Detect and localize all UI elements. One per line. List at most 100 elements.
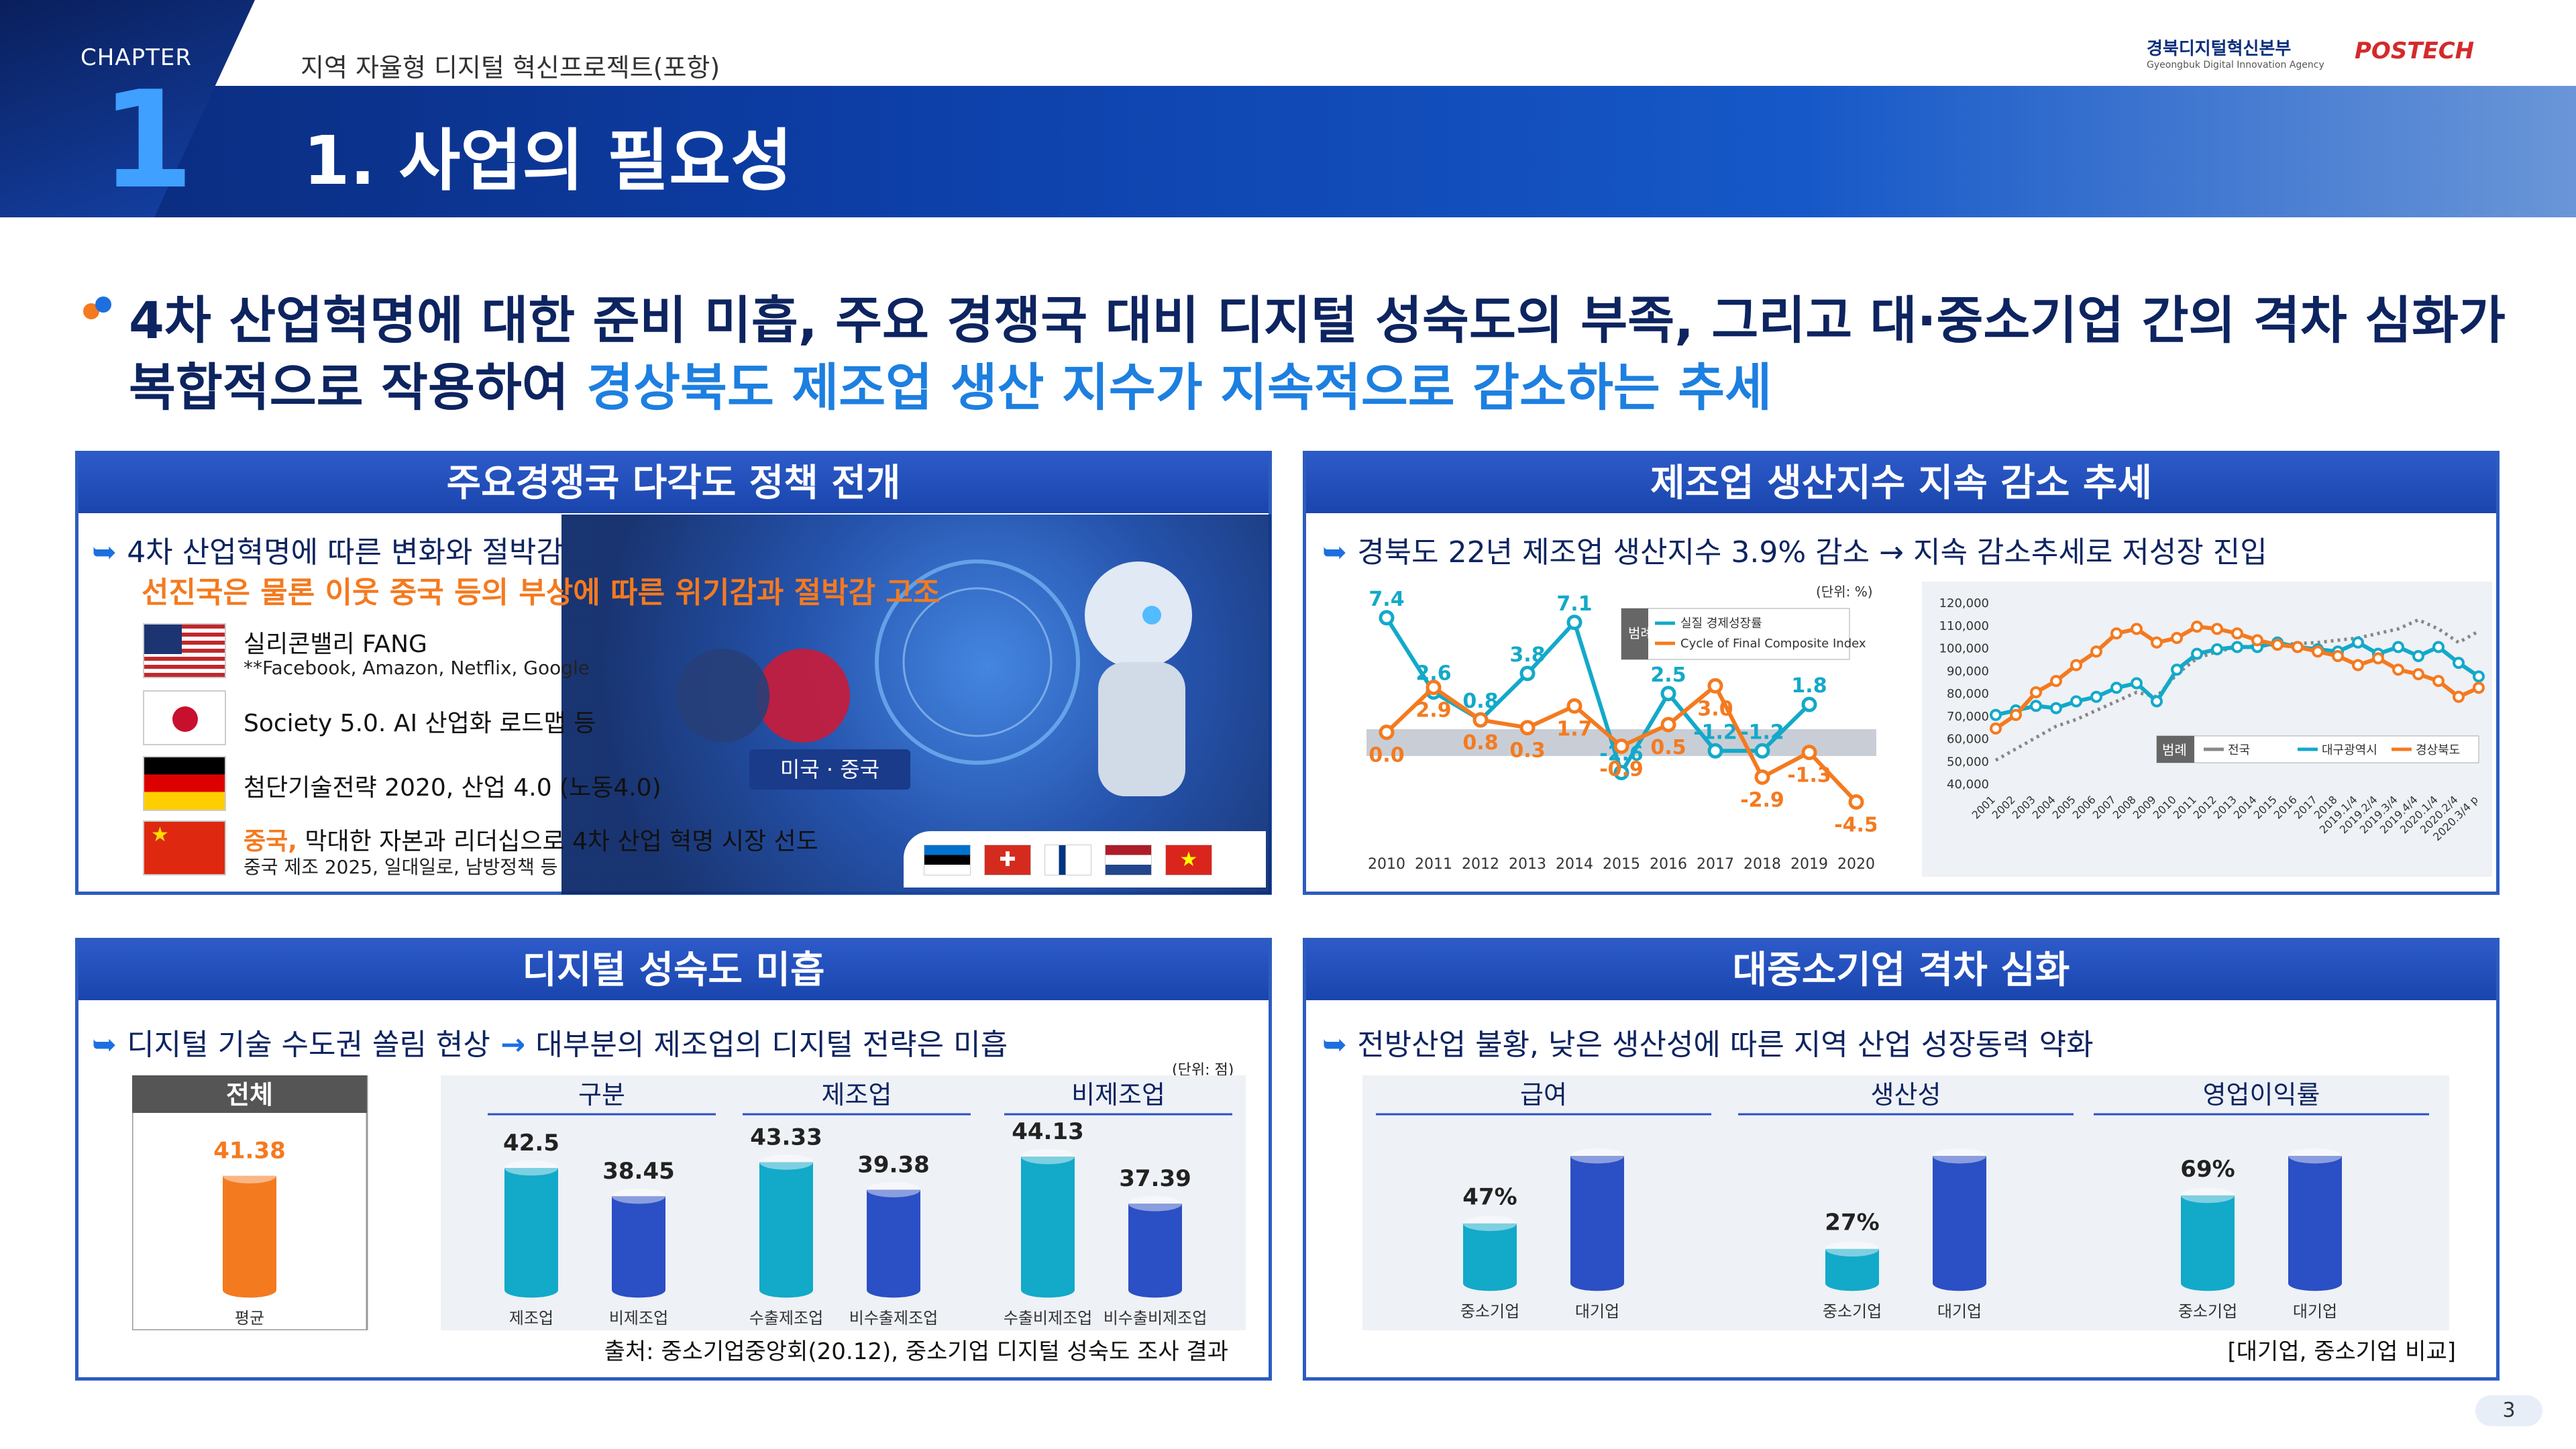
chart2-legend-title: 범례 xyxy=(2162,742,2187,758)
chart3-bar-top xyxy=(867,1182,920,1197)
chart4-value: 27% xyxy=(1825,1210,1879,1236)
chart2-ytick: 120,000 xyxy=(1939,596,1989,610)
chart1-legend-box xyxy=(1621,608,1850,660)
chart1-point xyxy=(1472,712,1489,728)
p1-subtitle: ➥ 4차 산업혁명에 따른 변화와 절박감 xyxy=(92,528,564,571)
chart3-value: 41.38 xyxy=(213,1138,286,1165)
chart4-xtick: 대기업 xyxy=(1937,1302,1982,1321)
p4-subtitle: ➥ 전방산업 불황, 낮은 생산성에 따른 지역 산업 성장동력 약화 xyxy=(1322,1020,2094,1063)
chart1-point xyxy=(1801,696,1817,712)
chart2-point xyxy=(2352,636,2364,649)
chart3-bar-body xyxy=(1021,1157,1075,1290)
chart1-point xyxy=(1566,614,1582,631)
swiss-flag-icon: ✚ xyxy=(984,845,1031,875)
chart1-label: -1.2 xyxy=(1740,720,1784,744)
chart4-xtick: 중소기업 xyxy=(1823,1302,1882,1321)
production-index-chart: 120,000 110,000 100,000 90,000 80,000 70,000 6… xyxy=(1922,582,2492,877)
panel-policy: 주요경쟁국 다각도 정책 전개 ➥ 4차 산업혁명에 따른 변화와 절박감 선진… xyxy=(75,451,1272,895)
chart4-group-label: 급여 xyxy=(1520,1080,1567,1110)
chart1-label: 2.5 xyxy=(1650,663,1686,687)
chart2-ytick: 40,000 xyxy=(1947,777,1989,792)
headline-line1: 4차 산업혁명에 대한 준비 미흡, 주요 경쟁국 대비 디지털 성숙도의 부족… xyxy=(129,290,2506,350)
chart3-xtick: 수출제조업 xyxy=(749,1309,823,1328)
panel-digital-title: 디지털 성숙도 미흡 xyxy=(78,941,1269,1000)
panel-gap-title: 대중소기업 격차 심화 xyxy=(1306,941,2496,1000)
chart1-xtick: 2013 xyxy=(1509,856,1546,873)
chart1-label: -4.5 xyxy=(1834,813,1876,837)
chart1-label: -2.9 xyxy=(1740,789,1784,812)
chart3-value: 39.38 xyxy=(857,1151,930,1178)
chart1-point xyxy=(1379,724,1395,741)
chart2-ytick: 50,000 xyxy=(1947,755,1989,769)
chart4-bar-bottom xyxy=(1825,1275,1879,1291)
p1-sub1: 4차 산업혁명에 따른 변화와 절박감 xyxy=(127,535,564,570)
chart4-bar-body xyxy=(1933,1156,1986,1283)
chart4-xtick: 중소기업 xyxy=(2178,1302,2237,1321)
chart2-point xyxy=(2251,634,2263,647)
chart1-point xyxy=(1566,698,1582,714)
header-top xyxy=(0,0,2576,86)
chart4-value: 47% xyxy=(1462,1184,1517,1211)
chart2-point xyxy=(2392,663,2404,676)
ai-robot-image xyxy=(561,515,1271,894)
chart3-xtick: 비수출비제조업 xyxy=(1104,1309,1208,1328)
china-flag-icon: ★ xyxy=(143,820,226,875)
chart1-xtick: 2020 xyxy=(1837,856,1875,873)
chart2-point xyxy=(2151,636,2163,649)
p4-note: [대기업, 중소기업 비교] xyxy=(2227,1338,2456,1365)
chart3-bar-bottom xyxy=(1128,1282,1182,1298)
arrow-icon: ➥ xyxy=(1322,1028,1358,1062)
chart3-value: 38.45 xyxy=(602,1158,675,1185)
chart3-bar-body xyxy=(867,1189,920,1290)
chart2-point xyxy=(2110,627,2123,640)
arrow-icon: ➥ xyxy=(1322,535,1358,570)
page-number: 3 xyxy=(2475,1395,2542,1426)
header-band xyxy=(0,86,2576,217)
chart3-bg xyxy=(441,1075,1246,1330)
chart3-bar-body xyxy=(504,1168,558,1290)
panel-production-title: 제조업 생산지수 지속 감소 추세 xyxy=(1306,454,2496,513)
chart4-bar-top xyxy=(2288,1148,2342,1164)
chart2-point xyxy=(2453,690,2465,703)
chart2-point xyxy=(2010,708,2022,721)
row-jp-text: Society 5.0. AI 산업화 로드맵 등 xyxy=(244,710,596,737)
chart4-xtick: 중소기업 xyxy=(1460,1302,1519,1321)
chart4-group-label: 영업이익률 xyxy=(2203,1080,2320,1110)
chart1-label: 1.8 xyxy=(1791,674,1827,698)
chart2-point xyxy=(1990,708,2002,721)
netherlands-flag-icon xyxy=(1105,845,1152,875)
vietnam-flag-icon: ★ xyxy=(1165,845,1212,875)
chart2-point xyxy=(2412,650,2424,662)
chart3-bar-top xyxy=(1021,1148,1075,1165)
arrow-icon: ➥ xyxy=(92,1028,127,1062)
chart2-point xyxy=(2030,700,2042,712)
chart1-point xyxy=(1848,794,1864,810)
chart1-point xyxy=(1613,738,1629,754)
panel-production-index: 제조업 생산지수 지속 감소 추세 ➥ 경북도 22년 제조업 생산지수 3.9… xyxy=(1303,451,2500,895)
chart3-group-label: 비제조업 xyxy=(1071,1080,1165,1110)
chart1-label: 3.8 xyxy=(1509,643,1545,667)
chart1-xtick: 2010 xyxy=(1368,856,1405,873)
chart3-value: 37.39 xyxy=(1119,1165,1191,1192)
chart3-xtick: 비수출제조업 xyxy=(849,1309,938,1328)
p3-source: 출처: 중소기업중앙회(20.12), 중소기업 디지털 성숙도 조사 결과 xyxy=(604,1338,1228,1365)
chart2-legend-item: 경상북도 xyxy=(2416,743,2460,757)
chart1-label: -0.9 xyxy=(1599,757,1644,781)
chart2-point xyxy=(2453,657,2465,669)
chart2-point xyxy=(2110,682,2123,694)
maturity-bar-chart: 전체41.38평균구분42.5제조업38.45비제조업제조업43.33수출제조업… xyxy=(132,1075,1246,1330)
chart1-xtick: 2012 xyxy=(1462,856,1499,873)
p3-sub-a: 디지털 기술 수도권 쏠림 현상 xyxy=(127,1028,490,1062)
chart3-group-label: 구분 xyxy=(578,1080,625,1110)
chart4-bar-top xyxy=(1933,1148,1986,1164)
chart2-point xyxy=(2070,659,2082,672)
chart2-point xyxy=(2191,647,2203,660)
row-us-note: **Facebook, Amazon, Netflix, Google xyxy=(244,657,590,679)
chart3-bar-top xyxy=(1128,1195,1182,1212)
p3-sub-b: 대부분의 제조업의 디지털 전략은 미흡 xyxy=(535,1028,1008,1062)
chart1-label: 7.1 xyxy=(1556,592,1592,616)
chart3-bar-top xyxy=(223,1168,276,1184)
chart1-point xyxy=(1379,610,1395,626)
chart3-bar-body xyxy=(612,1196,665,1290)
panel-policy-title: 주요경쟁국 다각도 정책 전개 xyxy=(78,454,1269,513)
